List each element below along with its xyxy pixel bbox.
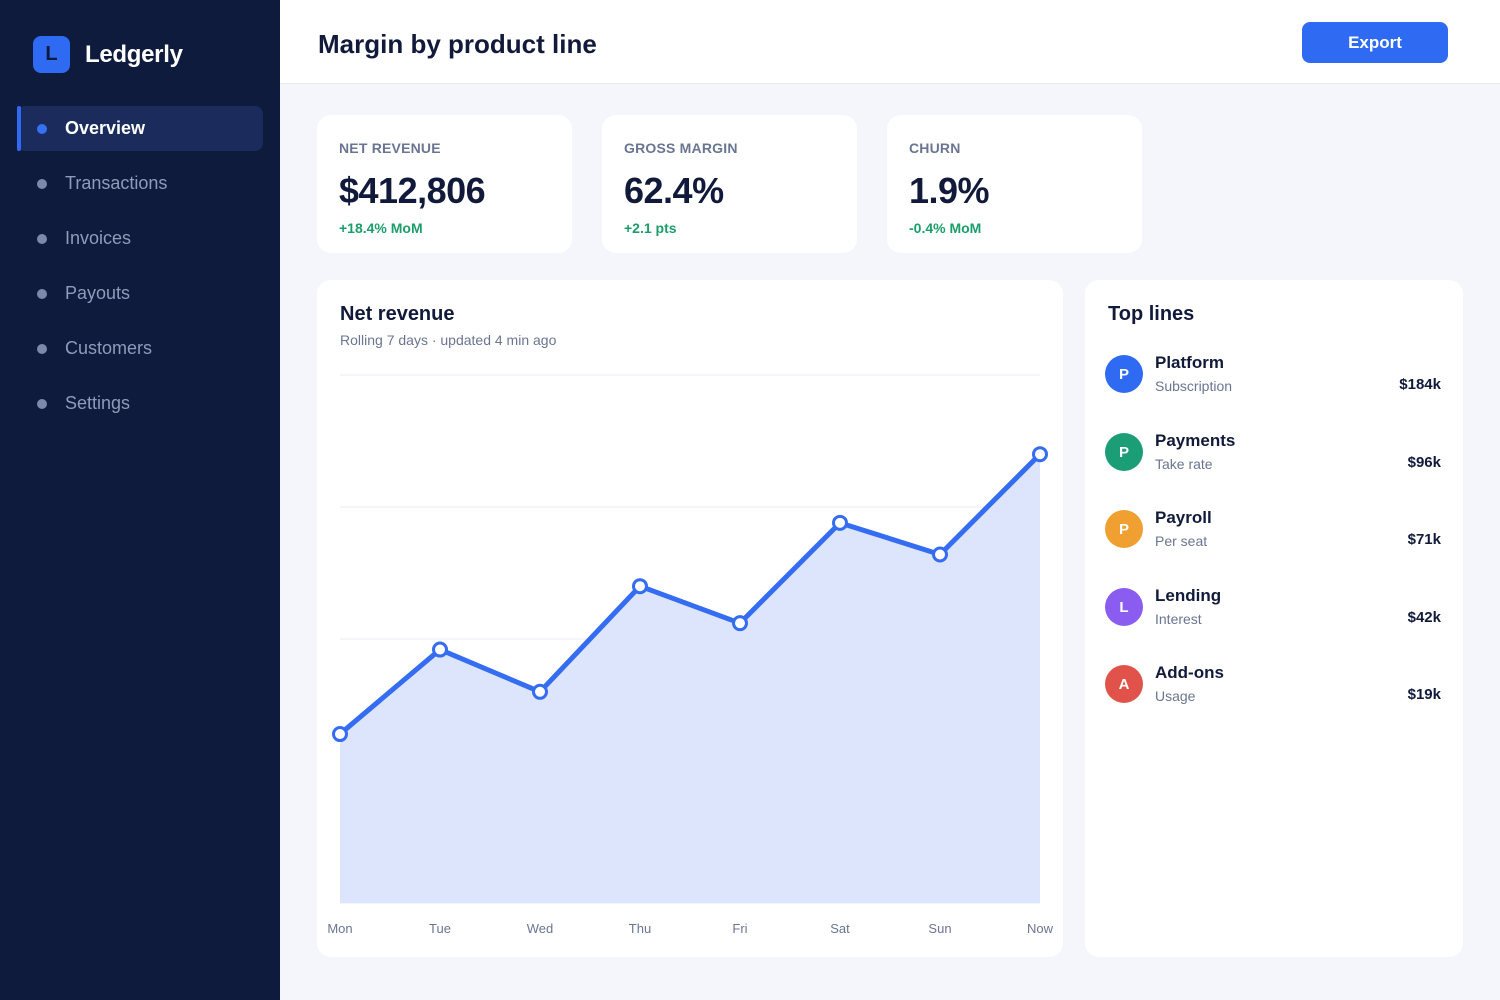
sidebar-item-settings[interactable]: Settings: [17, 381, 263, 426]
line-subtitle: Subscription: [1155, 378, 1233, 394]
line-name: Payroll: [1155, 508, 1212, 527]
x-tick-label: Mon: [327, 921, 352, 936]
line-name: Payments: [1155, 431, 1236, 450]
sidebar-item-customers[interactable]: Customers: [17, 326, 263, 371]
chart-title: Net revenue: [340, 303, 455, 325]
kpi-label: NET REVENUE: [339, 140, 441, 156]
kpi-label: CHURN: [909, 140, 961, 156]
x-tick-label: Sun: [928, 921, 951, 936]
top-line-platform[interactable]: P Platform Subscription $184k: [1105, 353, 1441, 403]
sidebar-nav: Overview Transactions Invoices Payouts C…: [17, 106, 263, 436]
avatar: P: [1105, 433, 1143, 471]
brand-name: Ledgerly: [85, 40, 183, 68]
net-revenue-chart: Mon Tue Wed Thu Fri Sat Sun Now: [327, 374, 1054, 936]
avatar: A: [1105, 665, 1143, 703]
line-value: $42k: [1407, 609, 1441, 626]
data-point: [1032, 446, 1048, 463]
kpi-card-churn: CHURN 1.9% -0.4% MoM: [887, 115, 1142, 253]
kpi-delta: +18.4% MoM: [339, 220, 423, 236]
data-point: [432, 641, 448, 658]
line-value: $19k: [1407, 686, 1441, 703]
net-revenue-chart-card: Net revenue Rolling 7 days · updated 4 m…: [317, 280, 1063, 957]
dot-icon: [37, 343, 47, 354]
x-tick-label: Wed: [527, 921, 554, 936]
dot-icon: [37, 288, 47, 299]
avatar: P: [1105, 510, 1143, 548]
sidebar: L Ledgerly Overview Transactions Invoice…: [0, 0, 280, 1000]
data-point: [332, 726, 348, 743]
line-subtitle: Usage: [1155, 688, 1196, 704]
x-tick-label: Sat: [830, 921, 850, 936]
kpi-label: GROSS MARGIN: [624, 140, 738, 156]
line-value: $184k: [1399, 376, 1441, 393]
line-subtitle: Take rate: [1155, 456, 1213, 472]
sidebar-item-label: Settings: [65, 393, 131, 413]
kpi-delta: +2.1 pts: [624, 220, 677, 236]
data-point: [532, 683, 548, 700]
export-button[interactable]: Export: [1302, 22, 1448, 63]
kpi-value: 62.4%: [624, 170, 724, 211]
kpi-value: 1.9%: [909, 170, 990, 211]
line-subtitle: Interest: [1155, 611, 1202, 627]
sidebar-item-payouts[interactable]: Payouts: [17, 271, 263, 316]
kpi-delta: -0.4% MoM: [909, 220, 982, 236]
sidebar-item-overview[interactable]: Overview: [17, 106, 263, 151]
sidebar-item-label: Payouts: [65, 283, 131, 303]
dot-icon: [37, 398, 47, 409]
sidebar-item-transactions[interactable]: Transactions: [17, 161, 263, 206]
top-line-payments[interactable]: P Payments Take rate $96k: [1105, 431, 1441, 481]
line-name: Lending: [1155, 586, 1222, 605]
sidebar-item-label: Customers: [65, 338, 153, 358]
kpi-card-gross-margin: GROSS MARGIN 62.4% +2.1 pts: [602, 115, 857, 253]
line-value: $96k: [1407, 454, 1441, 471]
dot-icon: [37, 233, 47, 244]
line-name: Platform: [1155, 353, 1224, 372]
avatar: L: [1105, 588, 1143, 626]
area-fill: [340, 454, 1040, 903]
chart-subtitle: Rolling 7 days · updated 4 min ago: [340, 332, 557, 348]
x-tick-label: Fri: [732, 921, 747, 936]
top-header: Margin by product line Export: [280, 0, 1500, 84]
line-name: Add-ons: [1155, 663, 1224, 682]
sidebar-item-label: Overview: [65, 118, 146, 138]
x-tick-label: Tue: [429, 921, 451, 936]
series-line: [337, 451, 1043, 737]
data-point: [932, 546, 948, 563]
line-value: $71k: [1407, 531, 1441, 548]
line-subtitle: Per seat: [1155, 533, 1208, 549]
dot-icon: [37, 178, 47, 189]
brand-logo: L: [33, 36, 70, 73]
sidebar-item-label: Invoices: [65, 228, 132, 248]
top-line-add-ons[interactable]: A Add-ons Usage $19k: [1105, 663, 1441, 713]
sidebar-item-label: Transactions: [65, 173, 168, 193]
top-lines-title: Top lines: [1108, 303, 1195, 325]
kpi-value: $412,806: [339, 170, 486, 211]
top-lines-card: Top lines P Platform Subscription $184k …: [1085, 280, 1463, 957]
data-point: [732, 615, 748, 632]
kpi-card-net-revenue: NET REVENUE $412,806 +18.4% MoM: [317, 115, 572, 253]
sidebar-item-invoices[interactable]: Invoices: [17, 216, 263, 261]
brand[interactable]: L Ledgerly: [33, 36, 183, 73]
data-point: [832, 514, 848, 531]
x-tick-label: Now: [1027, 921, 1054, 936]
page-title: Margin by product line: [318, 29, 597, 59]
top-line-payroll[interactable]: P Payroll Per seat $71k: [1105, 508, 1441, 558]
data-point: [632, 578, 648, 595]
x-tick-label: Thu: [629, 921, 651, 936]
avatar: P: [1105, 355, 1143, 393]
dot-icon: [37, 123, 47, 134]
top-line-lending[interactable]: L Lending Interest $42k: [1105, 586, 1441, 636]
